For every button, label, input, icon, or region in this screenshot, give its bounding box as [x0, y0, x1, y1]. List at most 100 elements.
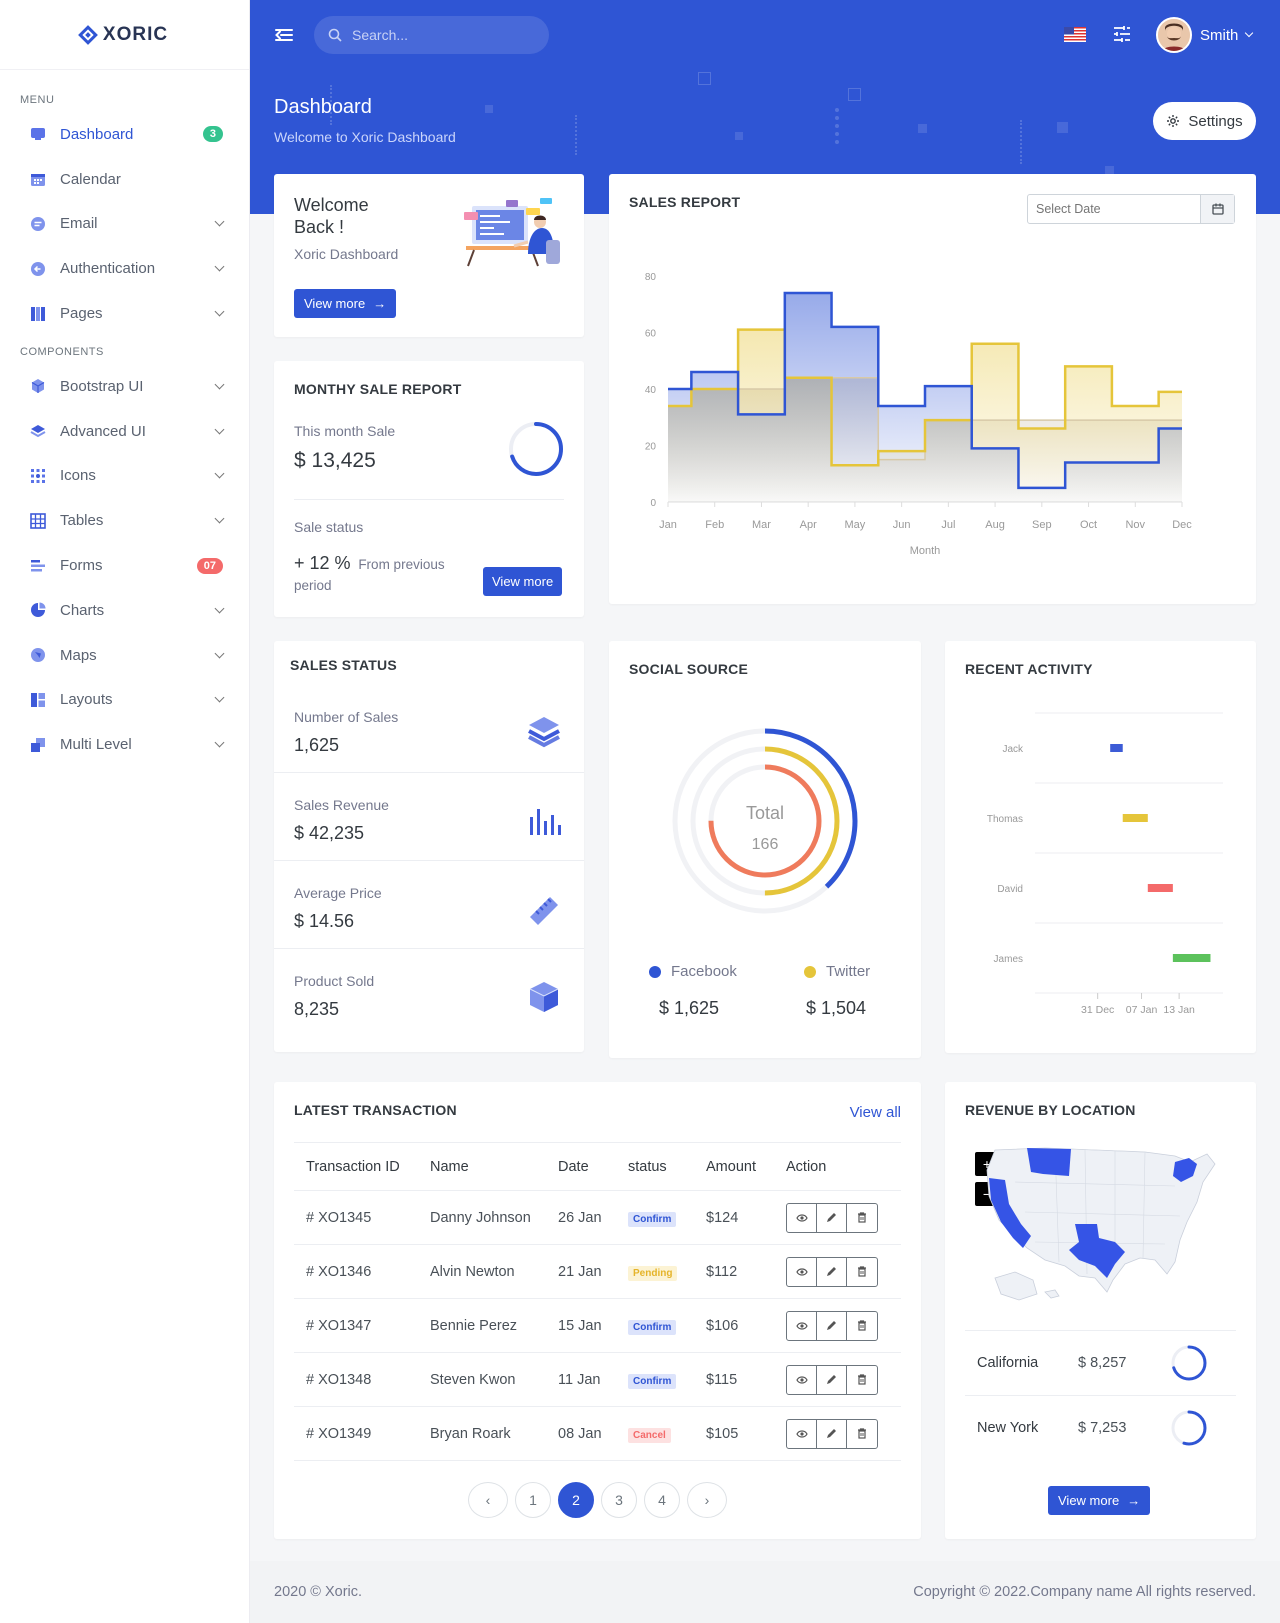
- view-button[interactable]: [787, 1203, 817, 1232]
- sidebar-item-tables[interactable]: Tables: [0, 498, 249, 543]
- delete-button[interactable]: [847, 1312, 877, 1340]
- ruler-icon: [530, 897, 558, 925]
- activity-x-label: 07 Jan: [1126, 1004, 1158, 1016]
- x-tick-label: Apr: [800, 519, 817, 531]
- pagination-next[interactable]: ›: [687, 1482, 727, 1518]
- trash-icon: [858, 1266, 866, 1277]
- transaction-id-link[interactable]: # XO1347: [294, 1298, 418, 1353]
- pencil-icon: [827, 1429, 836, 1438]
- transaction-date: 15 Jan: [546, 1298, 616, 1353]
- revenue-view-more-button[interactable]: View more →: [1048, 1486, 1151, 1515]
- sidebar-item-layouts[interactable]: Layouts: [0, 678, 249, 723]
- delete-button[interactable]: [847, 1258, 877, 1286]
- search-input[interactable]: [352, 27, 522, 43]
- y-tick-label: 60: [645, 329, 657, 340]
- sidebar-item-authentication[interactable]: Authentication: [0, 246, 249, 291]
- edit-button[interactable]: [817, 1203, 847, 1232]
- column-header: status: [616, 1142, 694, 1191]
- sliders-icon[interactable]: [1112, 24, 1132, 44]
- dashboard-icon: [31, 128, 45, 141]
- usa-map[interactable]: [975, 1142, 1225, 1312]
- x-tick-label: Dec: [1172, 519, 1192, 531]
- eye-icon: [795, 1429, 808, 1438]
- transaction-name: Danny Johnson: [418, 1190, 546, 1245]
- calendar-button[interactable]: [1200, 195, 1234, 223]
- monthly-view-more-button[interactable]: View more: [483, 567, 563, 596]
- eye-icon: [795, 1213, 808, 1222]
- x-tick-label: Jul: [941, 519, 955, 531]
- logo[interactable]: XORIC: [0, 0, 249, 70]
- settings-button[interactable]: Settings: [1153, 102, 1256, 140]
- view-button[interactable]: [787, 1257, 817, 1286]
- transaction-id-link[interactable]: # XO1348: [294, 1352, 418, 1407]
- legend-dot: [804, 965, 816, 978]
- chevron-down-icon: [214, 693, 225, 703]
- transaction-id-link[interactable]: # XO1349: [294, 1406, 418, 1461]
- developer-illustration: [464, 198, 560, 267]
- monthly-sale-card: MONTHY SALE REPORT This month Sale $ 13,…: [274, 361, 584, 617]
- column-header: Action: [774, 1142, 901, 1191]
- user-menu[interactable]: Smith: [1156, 17, 1254, 53]
- chevron-down-icon: [214, 603, 225, 614]
- transaction-id-link[interactable]: # XO1345: [294, 1190, 418, 1245]
- x-tick-label: Jun: [893, 519, 911, 531]
- page-subtitle: Welcome to Xoric Dashboard: [274, 129, 456, 145]
- pagination-page[interactable]: 2: [558, 1482, 594, 1518]
- sales-status-value: $ 42,235: [294, 823, 365, 843]
- sidebar-item-calendar[interactable]: Calendar: [0, 157, 249, 202]
- sidebar-item-label: Pages: [60, 305, 103, 323]
- social-source-value: $ 1,504: [806, 998, 867, 1018]
- authentication-icon: [31, 261, 45, 276]
- delete-button[interactable]: [847, 1366, 877, 1394]
- monthly-title: MONTHY SALE REPORT: [294, 381, 462, 397]
- transaction-status-cell: Cancel: [616, 1406, 694, 1461]
- welcome-subtitle: Xoric Dashboard: [294, 246, 399, 262]
- sidebar-item-bootstrap-ui[interactable]: Bootstrap UI: [0, 364, 249, 409]
- logo-icon: [78, 24, 98, 45]
- pages-icon: [31, 306, 45, 321]
- sidebar-item-email[interactable]: Email: [0, 202, 249, 247]
- eye-icon: [795, 1375, 808, 1384]
- activity-x-label: 31 Dec: [1081, 1004, 1114, 1016]
- ring-progress: [509, 422, 563, 476]
- sidebar-item-multi-level[interactable]: Multi Level: [0, 722, 249, 767]
- transaction-date: 08 Jan: [546, 1406, 616, 1461]
- sidebar-item-pages[interactable]: Pages: [0, 291, 249, 336]
- edit-button[interactable]: [817, 1419, 847, 1448]
- sidebar-item-maps[interactable]: Maps: [0, 633, 249, 678]
- sidebar-item-advanced-ui[interactable]: Advanced UI: [0, 409, 249, 454]
- view-button[interactable]: [787, 1311, 817, 1340]
- view-button[interactable]: [787, 1419, 817, 1448]
- sidebar-item-forms[interactable]: Forms 07: [0, 543, 249, 588]
- pagination-page[interactable]: 4: [644, 1482, 680, 1518]
- date-input[interactable]: [1028, 195, 1200, 223]
- edit-button[interactable]: [817, 1311, 847, 1340]
- sales-status-label: Product Sold: [294, 973, 375, 989]
- sidebar-item-icons[interactable]: Icons: [0, 454, 249, 499]
- us-flag-icon[interactable]: [1064, 27, 1086, 42]
- sidebar-item-label: Calendar: [60, 170, 121, 188]
- delete-button[interactable]: [847, 1204, 877, 1232]
- status-badge: Confirm: [628, 1319, 677, 1335]
- edit-button[interactable]: [817, 1257, 847, 1286]
- view-button[interactable]: [787, 1365, 817, 1394]
- activity-x-label: 13 Jan: [1163, 1004, 1195, 1016]
- pagination-page[interactable]: 1: [515, 1482, 551, 1518]
- transaction-name: Alvin Newton: [418, 1244, 546, 1299]
- pagination-prev[interactable]: ‹: [468, 1482, 508, 1518]
- settings-label: Settings: [1188, 112, 1243, 130]
- sidebar-item-dashboard[interactable]: Dashboard 3: [0, 112, 249, 157]
- menu-toggle-icon[interactable]: [274, 27, 294, 43]
- this-month-label: This month Sale: [294, 423, 396, 439]
- sidebar-item-label: Authentication: [60, 260, 156, 278]
- edit-button[interactable]: [817, 1365, 847, 1394]
- transaction-id-link[interactable]: # XO1346: [294, 1244, 418, 1299]
- sale-status-text-1: From previous: [358, 557, 445, 572]
- welcome-view-more-button[interactable]: View more →: [294, 289, 397, 318]
- sidebar-item-charts[interactable]: Charts: [0, 588, 249, 633]
- pagination-page[interactable]: 3: [601, 1482, 637, 1518]
- view-all-link[interactable]: View all: [849, 1104, 901, 1121]
- ring-segment: [708, 764, 822, 878]
- pagination: ‹ 1 2 3 4 ›: [274, 1482, 921, 1518]
- delete-button[interactable]: [847, 1420, 877, 1448]
